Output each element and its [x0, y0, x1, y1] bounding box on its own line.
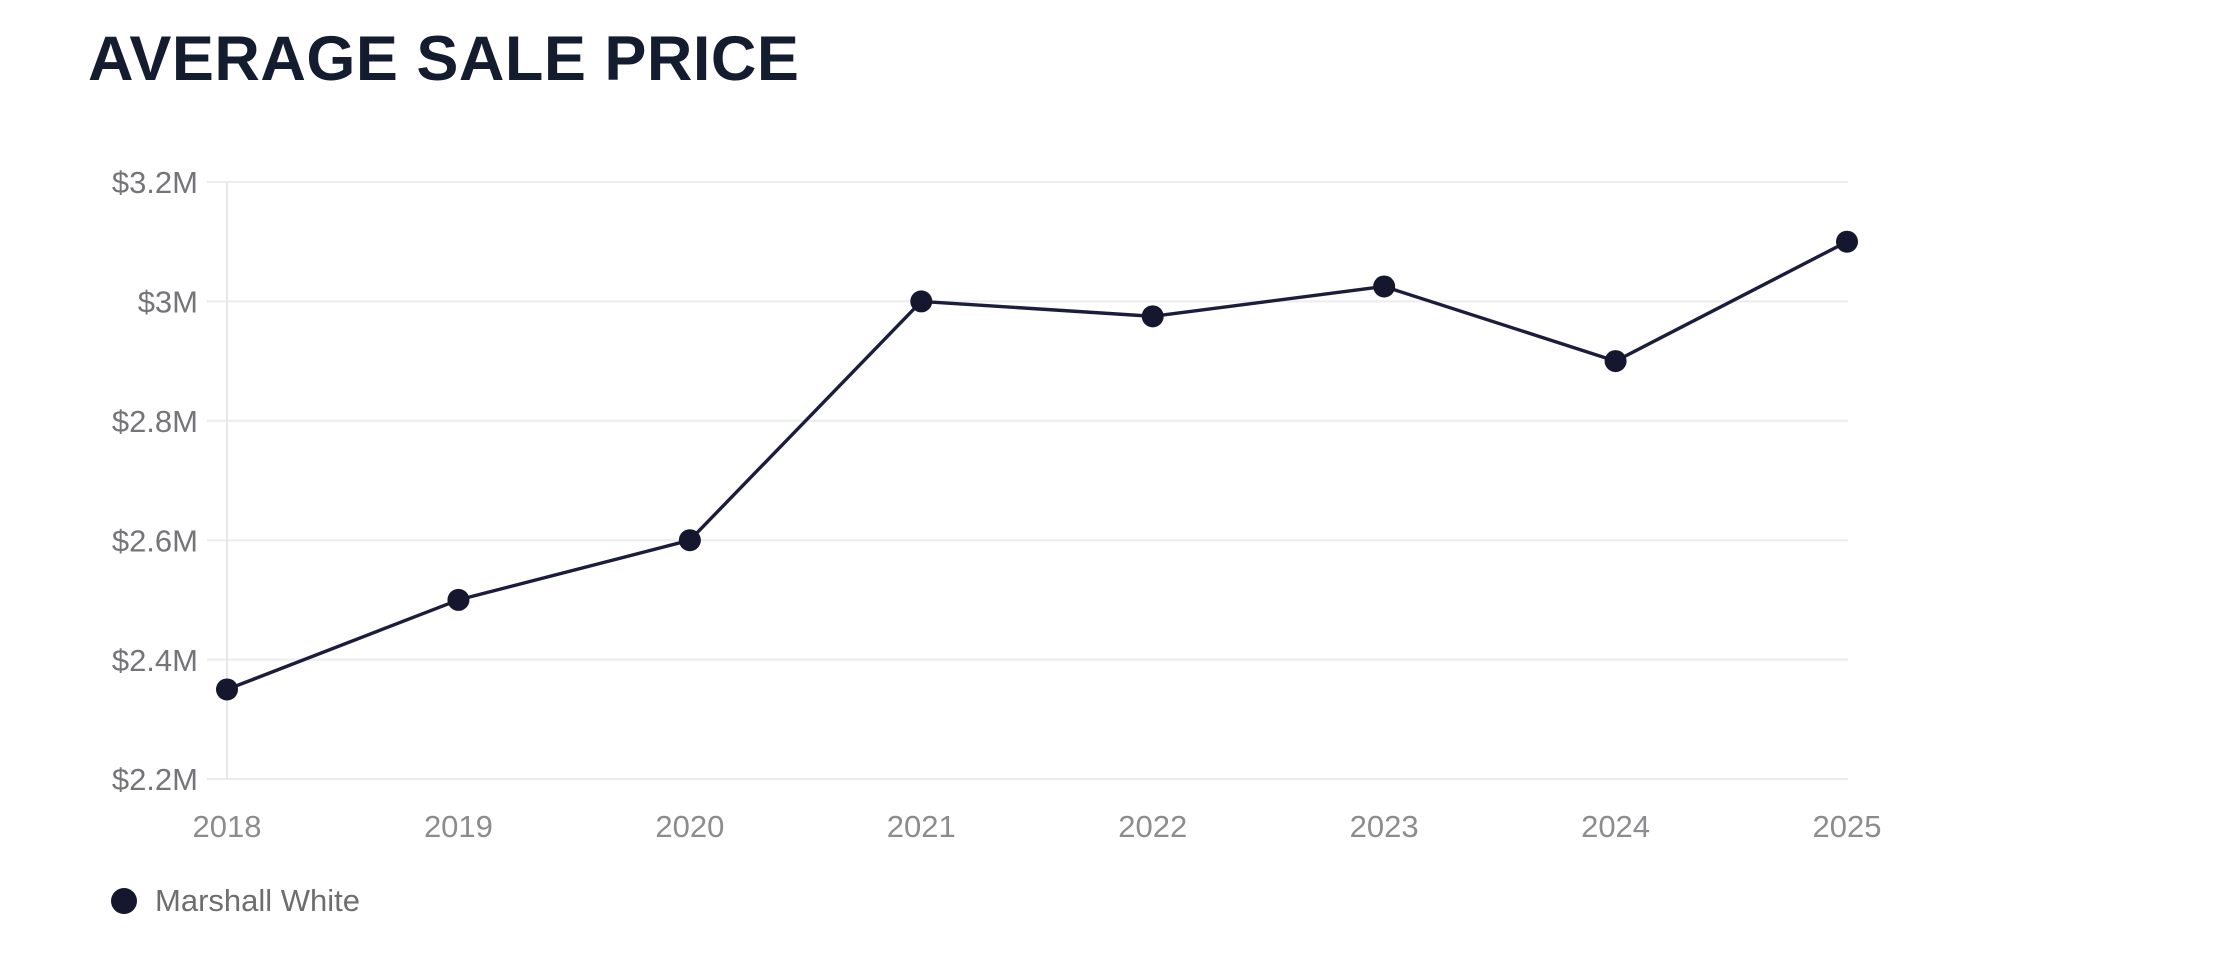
- data-point: [678, 529, 701, 552]
- series-line-marshall-white: [225, 239, 1849, 692]
- legend-marker-dot: [111, 888, 137, 914]
- y-axis-tick-label: $3M: [138, 285, 198, 320]
- y-axis-tick-label: $2.4M: [112, 643, 198, 678]
- x-axis-tick-label: 2023: [1350, 809, 1419, 844]
- y-axis-tick-label: $2.2M: [112, 762, 198, 797]
- x-axis-tick-label: 2022: [1118, 809, 1187, 844]
- data-point: [1604, 350, 1627, 373]
- data-point: [216, 678, 238, 701]
- chart-title: AVERAGE SALE PRICE: [88, 24, 800, 94]
- data-point: [447, 588, 470, 611]
- legend-label: Marshall White: [155, 883, 360, 918]
- data-point: [910, 290, 933, 313]
- chart-legend: Marshall White: [111, 883, 360, 918]
- x-axis-tick-label: 2020: [655, 809, 724, 844]
- y-axis-tick-label: $3.2M: [112, 165, 198, 200]
- y-axis-tick-label: $2.8M: [112, 404, 198, 439]
- x-axis-tick-label: 2024: [1581, 809, 1650, 844]
- x-axis-tick-label: 2019: [424, 809, 493, 844]
- x-axis-tick-label: 2021: [887, 809, 956, 844]
- x-axis-tick-label: 2025: [1813, 809, 1882, 844]
- data-point: [1141, 305, 1164, 328]
- data-point: [1836, 230, 1858, 253]
- data-point: [1373, 275, 1396, 298]
- y-axis-tick-label: $2.6M: [112, 523, 198, 558]
- x-axis-tick-label: 2018: [193, 809, 262, 844]
